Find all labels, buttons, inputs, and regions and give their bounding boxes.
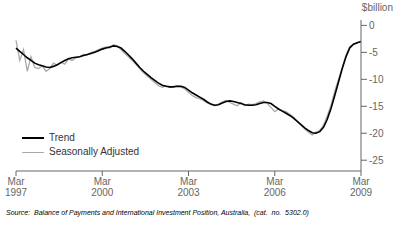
svg-text:Mar2000: Mar2000 [91, 176, 114, 198]
svg-text:Mar2003: Mar2003 [177, 176, 200, 198]
html-text:$billion: $billion [361, 2, 393, 13]
svg-text:Mar2006: Mar2006 [264, 176, 287, 198]
svg-text:-5: -5 [369, 47, 378, 58]
svg-text:-20: -20 [369, 128, 384, 139]
svg-text:-10: -10 [369, 74, 384, 85]
html-text:Seasonally Adjusted: Seasonally Adjusted [49, 146, 140, 157]
svg-text:0: 0 [369, 20, 375, 31]
svg-text:Mar2009: Mar2009 [350, 176, 373, 198]
svg-text:-25: -25 [369, 155, 384, 166]
svg-text:Mar1997: Mar1997 [8, 176, 28, 198]
svg-text:-15: -15 [369, 101, 384, 112]
html-text:Trend: Trend [49, 132, 75, 143]
html-text:Source: Balance of Payments an: Source: Balance of Payments and Internat… [6, 209, 309, 216]
